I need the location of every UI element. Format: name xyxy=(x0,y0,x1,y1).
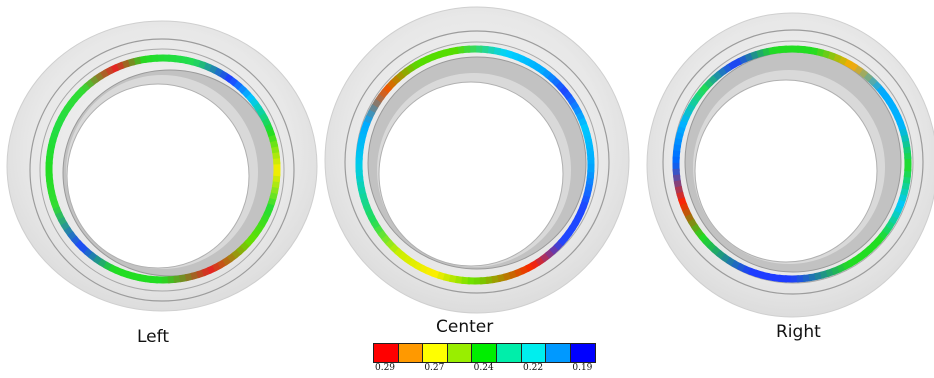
legend-swatch xyxy=(472,344,497,362)
pressure-ring-center xyxy=(355,45,595,285)
legend-swatch xyxy=(423,344,448,362)
legend-tick-label: 0.24 xyxy=(473,363,494,373)
caption-center: Center xyxy=(436,317,494,337)
bore xyxy=(378,81,564,267)
bore xyxy=(694,79,878,263)
legend-swatch xyxy=(570,344,596,362)
legend-swatch xyxy=(546,344,571,362)
legend-tick-label: 0.19 xyxy=(572,363,593,373)
bearing-left xyxy=(6,20,318,312)
bearing-right xyxy=(646,12,934,318)
housing-groove xyxy=(662,29,924,295)
legend-tick-label: 0.22 xyxy=(523,363,544,373)
legend-swatch xyxy=(496,344,522,362)
pressure-ring-right xyxy=(672,45,912,283)
color-scale-legend: 0.29 0.27 0.24 0.22 0.19 xyxy=(373,343,597,375)
legend-swatch xyxy=(521,344,547,362)
legend-tick-label: 0.27 xyxy=(424,363,445,373)
caption-left: Left xyxy=(137,327,169,347)
housing-groove xyxy=(29,38,295,302)
color-scale-bar xyxy=(373,343,597,363)
housing-groove xyxy=(344,30,610,294)
housing-groove-inner xyxy=(39,48,285,292)
pressure-ring-left xyxy=(45,54,281,284)
legend-swatch xyxy=(398,344,424,362)
legend-swatch xyxy=(447,344,473,362)
bearing-center xyxy=(324,6,630,314)
caption-right: Right xyxy=(776,322,821,342)
legend-swatch xyxy=(374,344,399,362)
bore xyxy=(66,83,250,269)
legend-tick-label: 0.29 xyxy=(374,363,396,373)
bearing-scene xyxy=(6,6,934,318)
